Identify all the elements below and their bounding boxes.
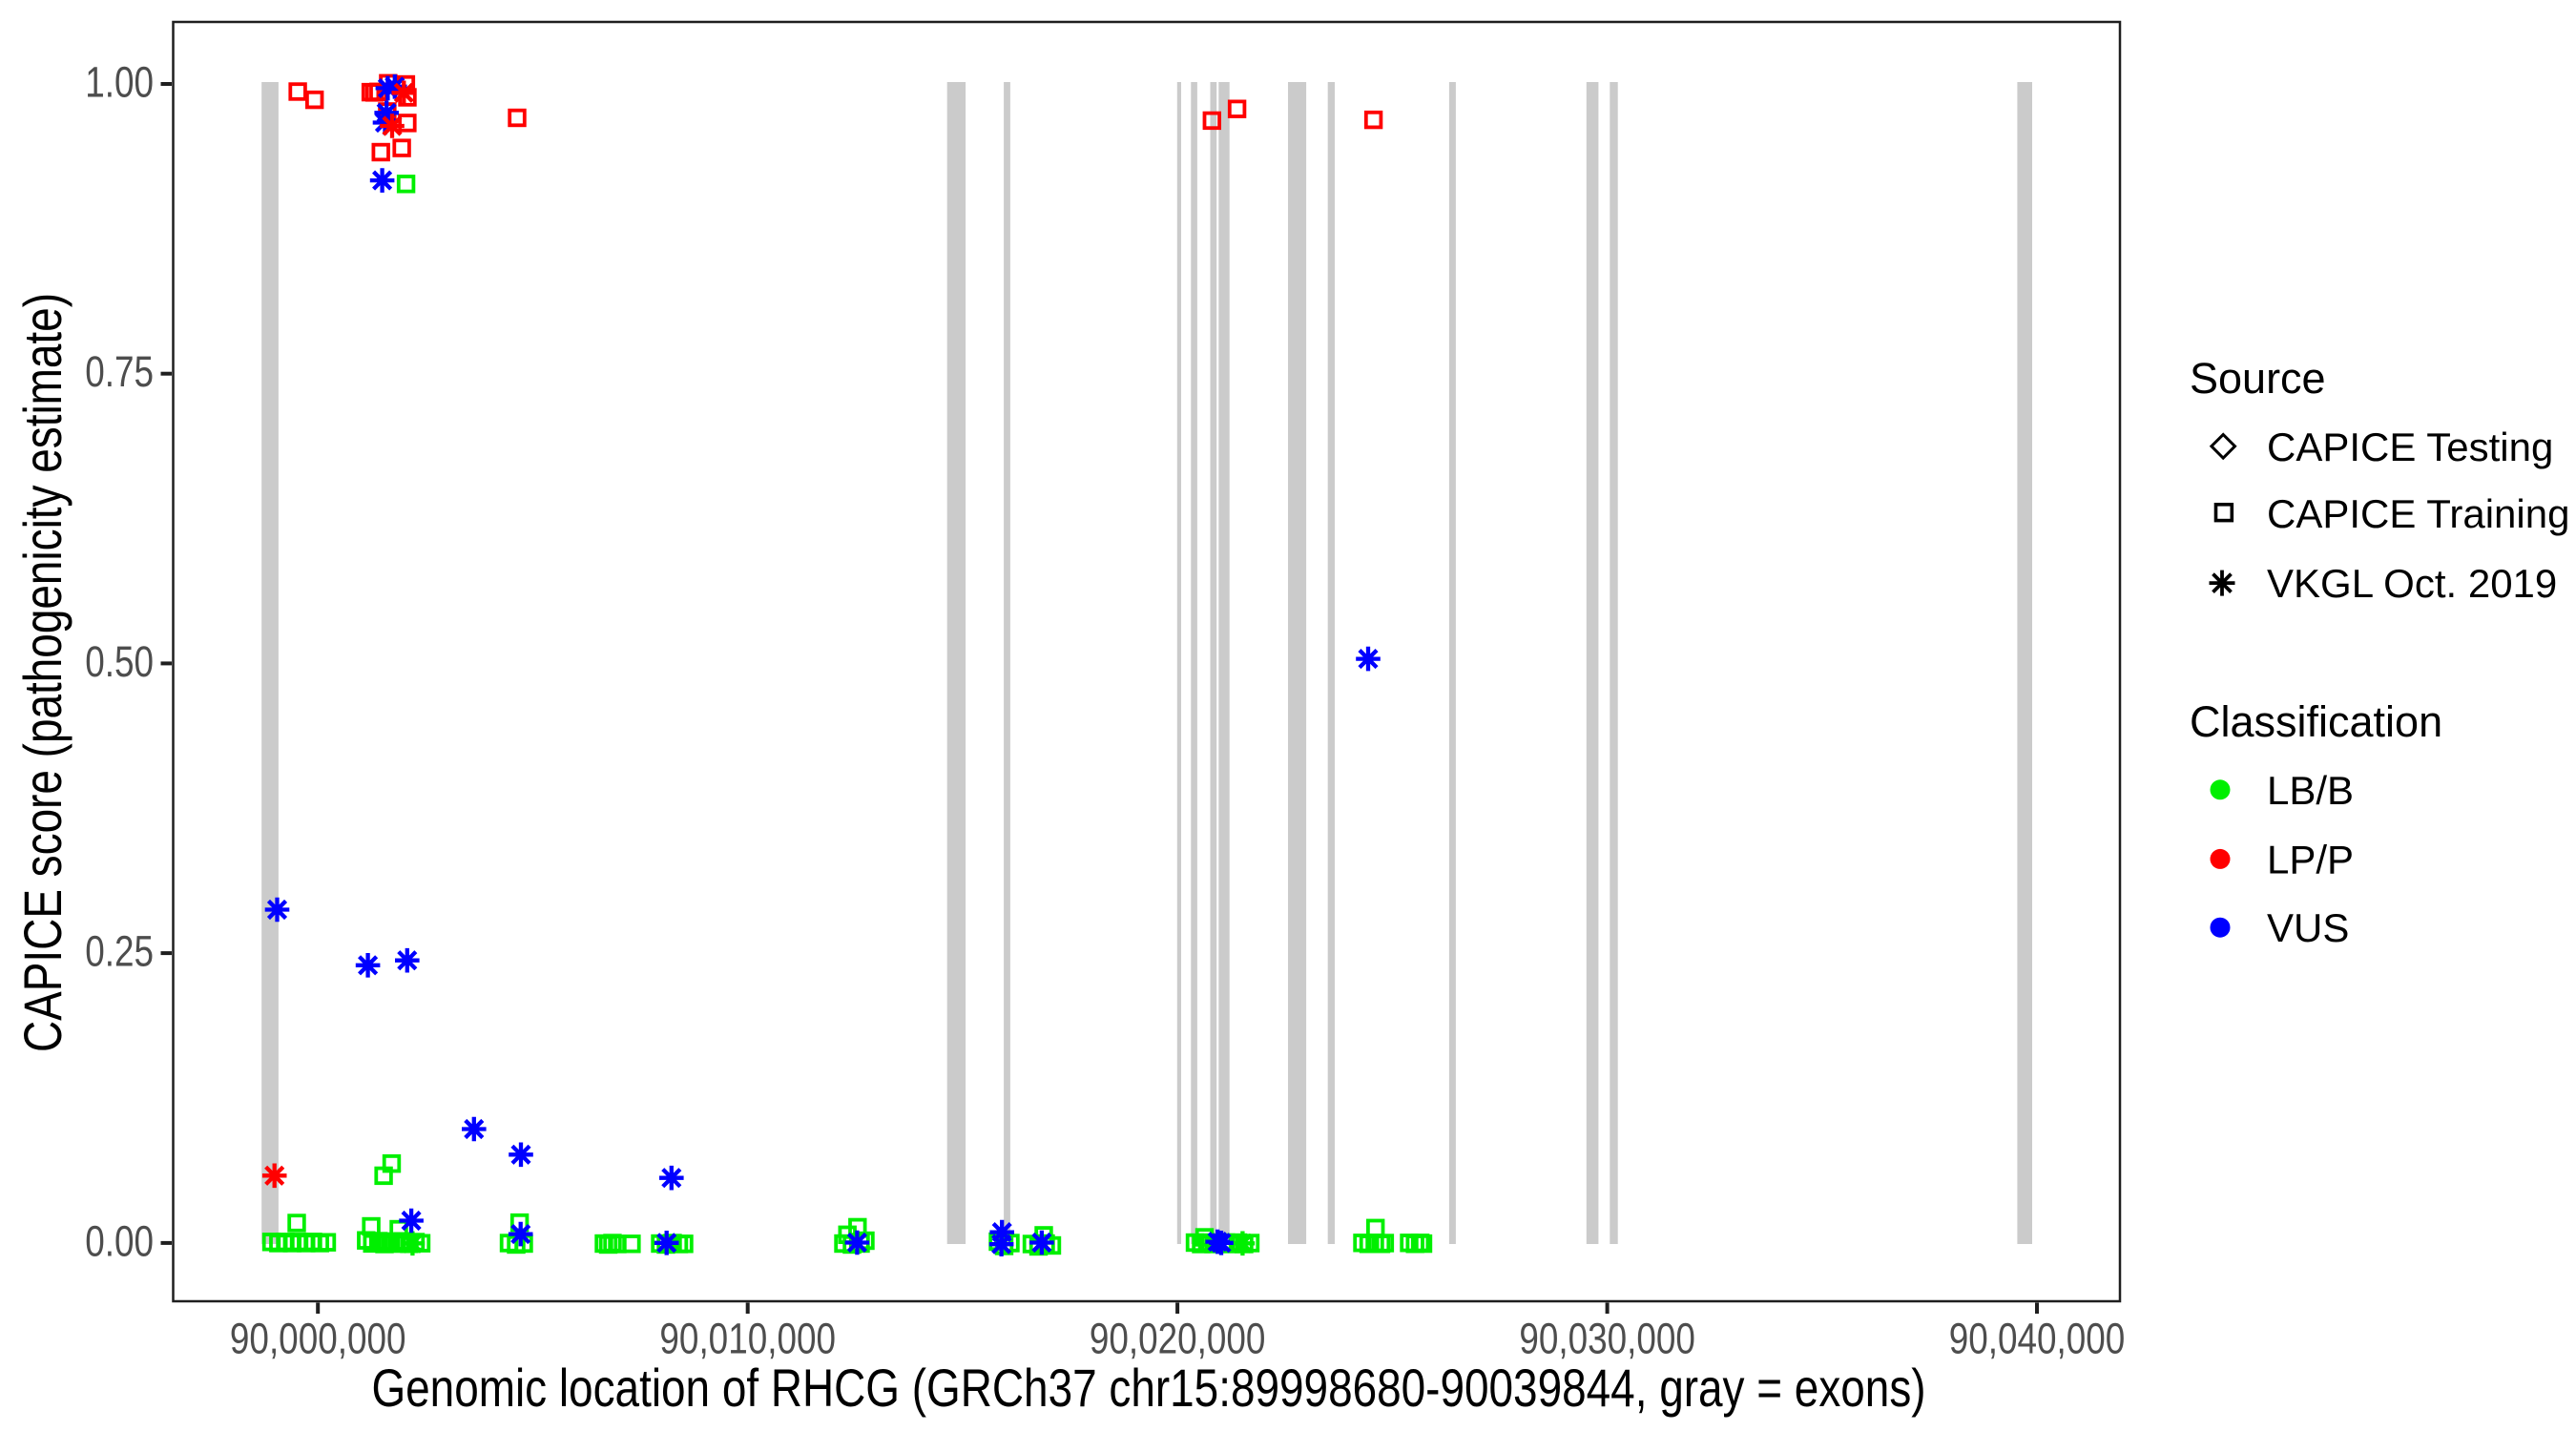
svg-text:90,040,000: 90,040,000 — [1949, 1315, 2126, 1362]
svg-text:90,030,000: 90,030,000 — [1519, 1315, 1695, 1362]
svg-text:90,000,000: 90,000,000 — [230, 1315, 406, 1362]
svg-text:0.00: 0.00 — [85, 1217, 154, 1265]
svg-text:VUS: VUS — [2267, 905, 2349, 950]
svg-text:Genomic location of RHCG (GRCh: Genomic location of RHCG (GRCh37 chr15:8… — [371, 1358, 1925, 1418]
svg-text:0.75: 0.75 — [85, 348, 154, 396]
svg-text:VKGL Oct. 2019: VKGL Oct. 2019 — [2267, 561, 2557, 606]
svg-text:0.50: 0.50 — [85, 637, 154, 685]
svg-text:LB/B: LB/B — [2267, 768, 2354, 813]
svg-text:0.25: 0.25 — [85, 927, 154, 975]
svg-text:Classification: Classification — [2190, 697, 2442, 746]
svg-text:90,020,000: 90,020,000 — [1090, 1315, 1266, 1362]
svg-text:1.00: 1.00 — [85, 58, 154, 106]
svg-text:CAPICE score (pathogenicity es: CAPICE score (pathogenicity estimate) — [13, 293, 73, 1052]
svg-text:Source: Source — [2190, 354, 2326, 403]
svg-text:LP/P: LP/P — [2267, 837, 2354, 881]
svg-text:90,010,000: 90,010,000 — [659, 1315, 836, 1362]
svg-text:CAPICE Training: CAPICE Training — [2267, 491, 2569, 536]
svg-text:CAPICE Testing: CAPICE Testing — [2267, 425, 2553, 469]
